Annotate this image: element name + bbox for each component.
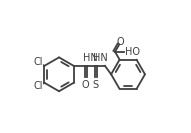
Text: O: O [117, 37, 124, 47]
Text: HN: HN [83, 53, 98, 63]
Text: HO: HO [125, 47, 140, 57]
Text: Cl: Cl [33, 81, 43, 91]
Text: HN: HN [93, 53, 108, 63]
Text: O: O [82, 80, 89, 90]
Text: S: S [92, 80, 98, 90]
Text: Cl: Cl [33, 57, 43, 67]
